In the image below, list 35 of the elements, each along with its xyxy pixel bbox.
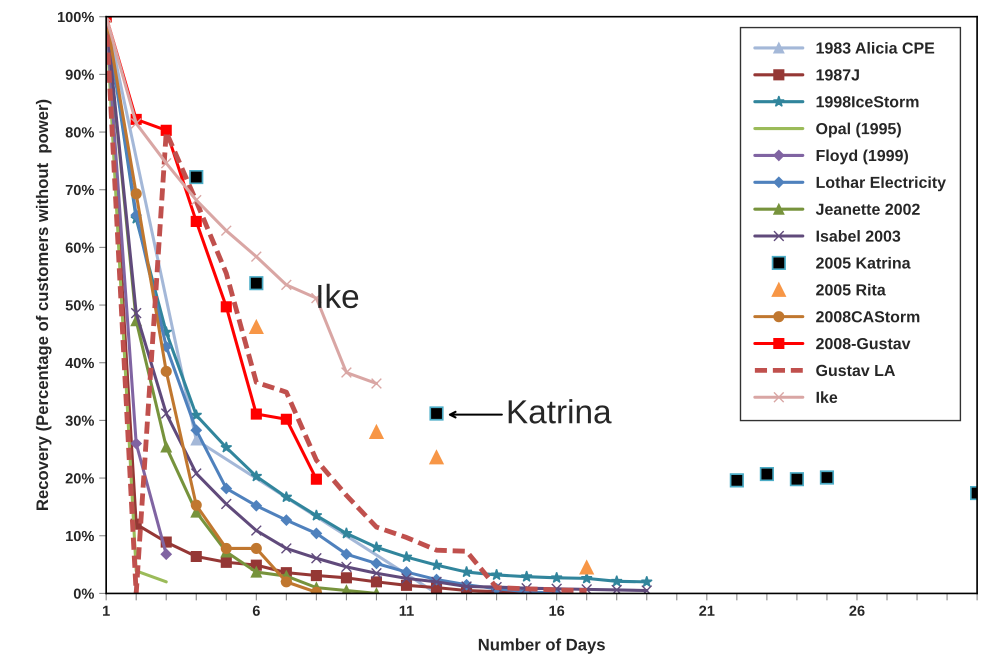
x-tick-label: 6 (252, 606, 260, 616)
legend-label: 1983 Alicia CPE (816, 42, 934, 54)
annotation: Katrina (508, 399, 612, 424)
legend-label: Ike (816, 391, 838, 403)
legend-label: Opal (1995) (816, 122, 901, 138)
legend-label: Jeanette 2002 (816, 204, 920, 215)
legend-label: 2005 Katrina (816, 256, 911, 269)
y-tick-label: 90% (66, 69, 94, 80)
legend-label: 1987J (816, 69, 859, 81)
legend-label: 2008CAStorm (816, 311, 920, 322)
x-axis-title: Number of Days (478, 638, 605, 654)
y-tick-label: 20% (66, 473, 94, 484)
x-tick-label: 16 (549, 606, 564, 616)
x-tick-label: 1 (103, 606, 110, 616)
y-tick-label: 40% (65, 358, 94, 368)
y-tick-label: 10% (66, 530, 94, 542)
y-tick-label: 30% (66, 416, 94, 426)
y-tick-label: 80% (66, 127, 94, 138)
legend-label: Lothar Electricity (816, 176, 946, 192)
y-tick-label: 60% (66, 242, 94, 253)
annotation: Ike (318, 284, 358, 308)
y-tick-label: 0% (74, 588, 94, 599)
legend-label: Floyd (1999) (816, 149, 908, 164)
y-tick-label: 100% (58, 12, 94, 22)
y-tick-label: 50% (66, 300, 94, 310)
legend-label: 2008-Gustav (816, 338, 910, 350)
legend-label: 1998IceStorm (816, 96, 918, 108)
x-tick-label: 11 (400, 606, 414, 616)
legend-label: Isabel 2003 (816, 230, 900, 242)
x-tick-label: 21 (699, 606, 715, 616)
y-tick-label: 70% (66, 184, 94, 196)
x-tick-label: 26 (849, 606, 865, 616)
y-axis-title: Recovery (Percentage of customers without power) (36, 100, 52, 510)
legend-label: Gustav LA (816, 364, 896, 376)
legend-label: 2005 Rita (816, 284, 886, 296)
